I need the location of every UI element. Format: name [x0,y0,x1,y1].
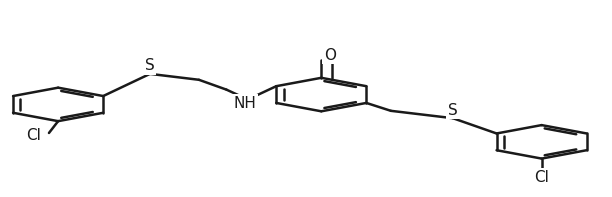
Text: NH: NH [233,96,256,111]
Text: S: S [448,103,458,118]
Text: O: O [324,48,336,63]
Text: Cl: Cl [26,128,41,143]
Text: Cl: Cl [534,170,549,185]
Text: S: S [145,59,155,73]
